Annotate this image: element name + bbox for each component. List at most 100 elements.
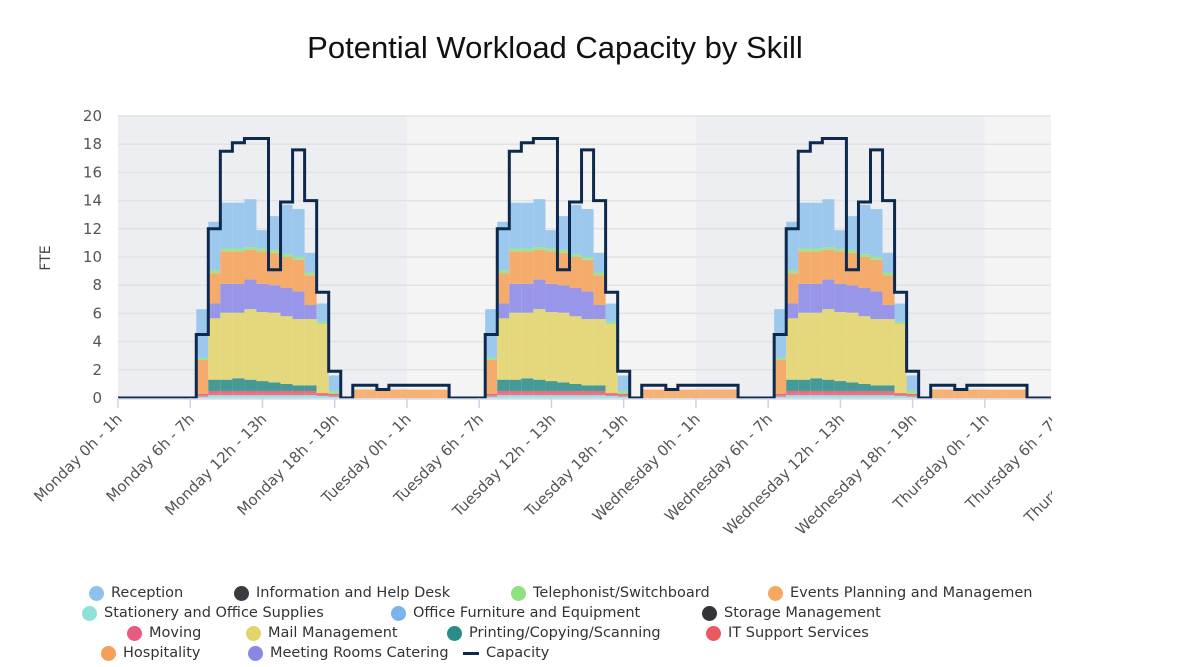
- bar-events-planning-and-managemen: [425, 389, 438, 398]
- bar-reception: [593, 252, 606, 273]
- bar-telephonist-switchboard: [533, 247, 546, 250]
- bar-stationery-and-office-supplies: [316, 395, 329, 398]
- bar-events-planning-and-managemen: [376, 389, 389, 398]
- bar-stationery-and-office-supplies: [894, 395, 907, 398]
- legend-item-storage[interactable]: Storage Management: [702, 605, 881, 621]
- bar-moving: [822, 393, 835, 396]
- bar-moving: [617, 395, 630, 397]
- bar-reception: [220, 202, 233, 249]
- bar-moving: [196, 395, 209, 397]
- legend-item-moving[interactable]: Moving: [127, 625, 201, 641]
- bar-it-support-services: [569, 390, 582, 394]
- bar-events-planning-and-managemen: [990, 389, 1003, 398]
- bar-stationery-and-office-supplies: [786, 395, 799, 398]
- y-tick-label: 10: [83, 248, 102, 266]
- bar-stationery-and-office-supplies: [870, 395, 883, 398]
- bar-printing-copying-scanning: [593, 385, 606, 391]
- bar-stationery-and-office-supplies: [846, 395, 859, 398]
- bar-hospitality: [822, 249, 835, 280]
- legend-item-hospitality[interactable]: Hospitality: [101, 645, 200, 661]
- bar-telephonist-switchboard: [593, 272, 606, 276]
- bar-telephonist-switchboard: [244, 247, 257, 250]
- bar-moving: [208, 393, 221, 396]
- bar-events-planning-and-managemen: [352, 389, 365, 398]
- bar-hospitality: [581, 259, 594, 292]
- bar-it-support-services: [268, 390, 281, 394]
- bar-it-support-services: [497, 390, 510, 394]
- bar-hospitality: [292, 259, 305, 292]
- bar-meeting-rooms-catering: [220, 283, 233, 313]
- bar-stationery-and-office-supplies: [280, 395, 293, 398]
- bar-events-planning-and-managemen: [653, 389, 666, 398]
- bar-mail-management: [810, 312, 823, 379]
- bar-moving: [268, 393, 281, 396]
- bar-stationery-and-office-supplies: [810, 395, 823, 398]
- legend-marker-icon: [101, 645, 116, 661]
- bar-moving: [605, 394, 618, 396]
- bar-hospitality: [220, 251, 233, 284]
- bar-hospitality: [533, 249, 546, 280]
- bar-hospitality: [196, 359, 209, 394]
- bar-stationery-and-office-supplies: [521, 395, 534, 398]
- bar-mail-management: [605, 323, 618, 394]
- bar-telephonist-switchboard: [569, 254, 582, 257]
- bar-reception: [834, 230, 847, 249]
- bar-reception: [256, 230, 269, 249]
- bar-reception: [786, 221, 799, 271]
- bar-printing-copying-scanning: [786, 379, 799, 391]
- bar-mail-management: [834, 311, 847, 382]
- bar-events-planning-and-managemen: [1002, 389, 1015, 398]
- bar-moving: [220, 393, 233, 396]
- bar-meeting-rooms-catering: [232, 283, 245, 313]
- bar-it-support-services: [774, 393, 787, 396]
- bar-meeting-rooms-catering: [497, 303, 510, 319]
- bar-printing-copying-scanning: [882, 385, 895, 391]
- bar-moving: [810, 393, 823, 396]
- bar-hospitality: [232, 251, 245, 284]
- legend-item-events-planning[interactable]: Events Planning and Managemen: [768, 585, 1033, 601]
- legend-item-mail[interactable]: Mail Management: [246, 625, 398, 641]
- bar-reception: [244, 199, 257, 248]
- bar-hospitality: [509, 251, 522, 284]
- bar-it-support-services: [521, 390, 534, 394]
- bar-hospitality: [569, 257, 582, 289]
- bar-reception: [208, 221, 221, 271]
- legend-item-it-support[interactable]: IT Support Services: [706, 625, 869, 641]
- bar-meeting-rooms-catering: [581, 291, 594, 320]
- bar-it-support-services: [196, 393, 209, 396]
- legend-item-printing[interactable]: Printing/Copying/Scanning: [447, 625, 661, 641]
- bar-reception: [569, 204, 582, 255]
- bar-meeting-rooms-catering: [509, 283, 522, 313]
- legend-item-stationery[interactable]: Stationery and Office Supplies: [82, 605, 324, 621]
- legend-item-office-furniture[interactable]: Office Furniture and Equipment: [391, 605, 640, 621]
- legend-item-meeting-rooms[interactable]: Meeting Rooms Catering: [248, 645, 449, 661]
- bar-reception: [798, 202, 811, 249]
- bar-telephonist-switchboard: [858, 254, 871, 257]
- bar-telephonist-switchboard: [822, 247, 835, 250]
- legend-marker-icon: [702, 605, 717, 621]
- bar-stationery-and-office-supplies: [533, 395, 546, 398]
- bar-meeting-rooms-catering: [858, 288, 871, 317]
- bar-stationery-and-office-supplies: [509, 395, 522, 398]
- bar-printing-copying-scanning: [220, 379, 233, 391]
- bar-hospitality: [521, 251, 534, 284]
- bar-mail-management: [244, 309, 257, 380]
- legend-item-information-help-desk[interactable]: Information and Help Desk: [234, 585, 450, 601]
- bar-hospitality: [593, 275, 606, 305]
- bar-stationery-and-office-supplies: [328, 396, 341, 398]
- bar-meeting-rooms-catering: [545, 283, 558, 312]
- bar-mail-management: [581, 319, 594, 386]
- bar-printing-copying-scanning: [232, 378, 245, 391]
- bar-stationery-and-office-supplies: [798, 395, 811, 398]
- bar-telephonist-switchboard: [292, 257, 305, 260]
- bar-telephonist-switchboard: [581, 257, 594, 260]
- bar-moving: [557, 393, 570, 396]
- legend-item-reception[interactable]: Reception: [89, 585, 183, 601]
- legend-item-telephonist[interactable]: Telephonist/Switchboard: [511, 585, 710, 601]
- bar-moving: [232, 393, 245, 396]
- bar-hospitality: [858, 257, 871, 289]
- bar-it-support-services: [894, 393, 907, 395]
- legend-item-capacity[interactable]: Capacity: [463, 645, 549, 661]
- bar-it-support-services: [617, 393, 630, 396]
- bar-moving: [906, 395, 919, 397]
